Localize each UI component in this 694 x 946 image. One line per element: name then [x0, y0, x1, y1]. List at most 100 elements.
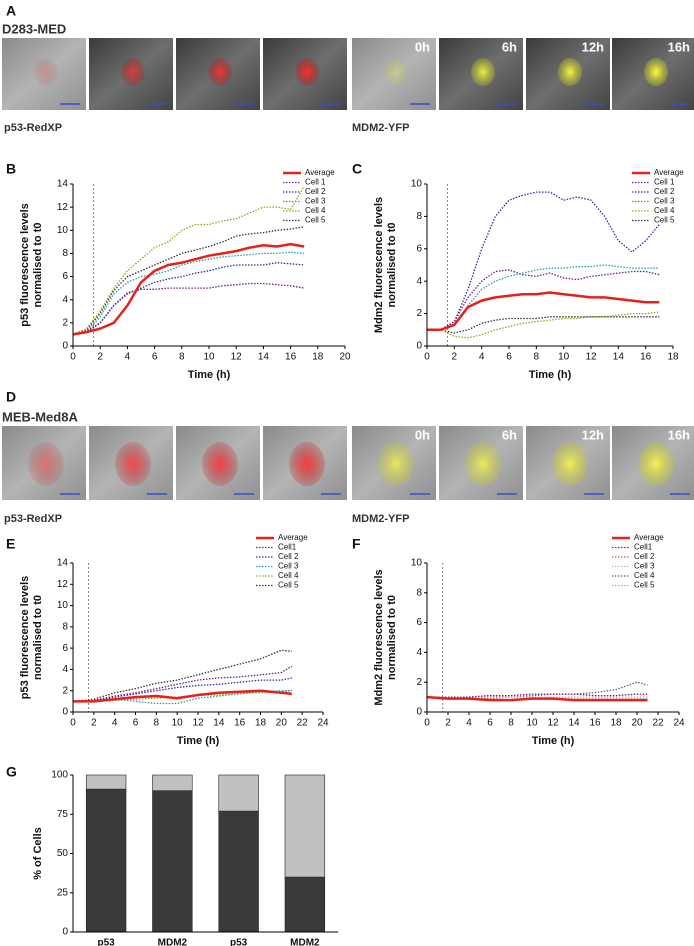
- y-tick-label: 6: [62, 643, 68, 654]
- cell-signal: [644, 58, 668, 86]
- x-tick-label: 10: [172, 718, 184, 729]
- legend-label: Cell 2: [305, 187, 326, 196]
- panel-label: F: [352, 536, 361, 552]
- x-tick-label: 12: [547, 718, 559, 729]
- cell-signal: [295, 58, 319, 86]
- legend-label: Cell 1: [305, 178, 326, 187]
- y-tick-label: 14: [57, 558, 69, 569]
- x-axis-label: Time (h): [177, 735, 220, 747]
- cell-signal: [121, 58, 145, 86]
- x-tick-label: 20: [339, 352, 351, 363]
- image-label: p53-RedXP: [4, 122, 62, 134]
- series-line: [72, 665, 293, 703]
- x-tick-label: 16: [640, 352, 652, 363]
- y-axis-label: p53 fluorescence levels: [19, 203, 31, 327]
- image-label: MDM2-YFP: [352, 122, 409, 134]
- time-label: 0h: [415, 39, 430, 54]
- bar-segment: [85, 774, 127, 790]
- series-line: [427, 693, 648, 698]
- series-line: [427, 264, 660, 331]
- legend-label: Average: [278, 533, 308, 542]
- x-axis-label: Time (h): [529, 369, 572, 381]
- x-tick-label: 18: [667, 352, 679, 363]
- time-label: 16h: [668, 427, 690, 442]
- x-tick-label: 0: [424, 718, 430, 729]
- series-line: [72, 649, 292, 703]
- x-tick-label: 20: [631, 718, 643, 729]
- y-tick-label: 4: [416, 647, 422, 658]
- bar-segment: [218, 810, 259, 933]
- x-tick-label: 2: [445, 718, 451, 729]
- legend-label: Average: [654, 168, 684, 177]
- cell-signal: [378, 442, 414, 486]
- series-line: [72, 251, 305, 336]
- row-title: D283-MED: [2, 21, 66, 36]
- bar-segment: [152, 790, 193, 933]
- x-tick-label: 12: [192, 718, 204, 729]
- x-tick-label: 8: [508, 718, 514, 729]
- x-tick-label: 4: [466, 718, 472, 729]
- x-tick-label: 14: [213, 718, 225, 729]
- cell-signal: [34, 58, 58, 86]
- x-tick-label: 14: [258, 352, 270, 363]
- series-line: [72, 677, 292, 703]
- y-tick-label: 8: [416, 587, 422, 598]
- y-tick-label: 50: [57, 848, 69, 859]
- legend-label: Cell 4: [654, 206, 675, 215]
- x-tick-label: 8: [179, 352, 185, 363]
- bar-segment: [218, 774, 259, 812]
- bar-segment: [85, 788, 127, 933]
- series-line: [427, 696, 648, 700]
- series-line: [427, 681, 648, 698]
- y-tick-label: 6: [416, 243, 422, 254]
- legend-label: Cell 5: [278, 581, 299, 590]
- legend-label: Cell 4: [305, 206, 326, 215]
- y-tick-label: 75: [57, 809, 69, 820]
- x-tick-label: 10: [558, 352, 570, 363]
- cell-signal: [638, 442, 674, 486]
- y-axis-label: normalised to t0: [32, 223, 44, 308]
- cell-signal: [384, 58, 408, 86]
- x-tick-label: p53: [230, 938, 248, 946]
- y-tick-label: 10: [57, 600, 69, 611]
- x-axis-label: Time (h): [532, 735, 575, 747]
- x-tick-label: 22: [652, 718, 664, 729]
- cell-signal: [202, 442, 238, 486]
- x-tick-label: 16: [589, 718, 601, 729]
- series-line: [426, 696, 648, 700]
- x-tick-label: 0: [70, 718, 76, 729]
- y-tick-label: 2: [416, 677, 422, 688]
- panel-label: D: [6, 389, 16, 405]
- x-tick-label: 2: [91, 718, 97, 729]
- bar-segment: [284, 876, 326, 933]
- legend-label: Cell1: [634, 543, 653, 552]
- x-tick-label: 4: [125, 352, 131, 363]
- time-label: 6h: [502, 39, 517, 54]
- x-tick-label: 4: [112, 718, 118, 729]
- y-tick-label: 8: [62, 621, 68, 632]
- y-tick-label: 0: [62, 707, 68, 718]
- y-tick-label: 0: [416, 707, 422, 718]
- y-tick-label: 12: [57, 579, 69, 590]
- x-tick-label: 6: [152, 352, 158, 363]
- y-axis-label: p53 fluorescence levels: [19, 576, 31, 700]
- cell-signal: [115, 442, 151, 486]
- series-line: [73, 689, 292, 703]
- series-line: [72, 282, 305, 336]
- y-axis-label: Mdm2 fluorescence levels: [373, 569, 385, 705]
- y-tick-label: 8: [62, 248, 68, 259]
- x-tick-label: 2: [452, 352, 458, 363]
- bar-segment: [152, 774, 193, 791]
- x-tick-label: 16: [234, 718, 246, 729]
- panel-label: C: [352, 161, 362, 177]
- legend-label: Cell 2: [654, 187, 675, 196]
- y-tick-label: 25: [57, 887, 69, 898]
- x-tick-label: 12: [231, 352, 243, 363]
- legend-label: Cell 2: [278, 552, 299, 561]
- series-line: [427, 291, 660, 332]
- series-line: [427, 269, 660, 331]
- y-tick-label: 4: [62, 664, 68, 675]
- x-tick-label: 14: [613, 352, 625, 363]
- y-tick-label: 2: [416, 308, 422, 319]
